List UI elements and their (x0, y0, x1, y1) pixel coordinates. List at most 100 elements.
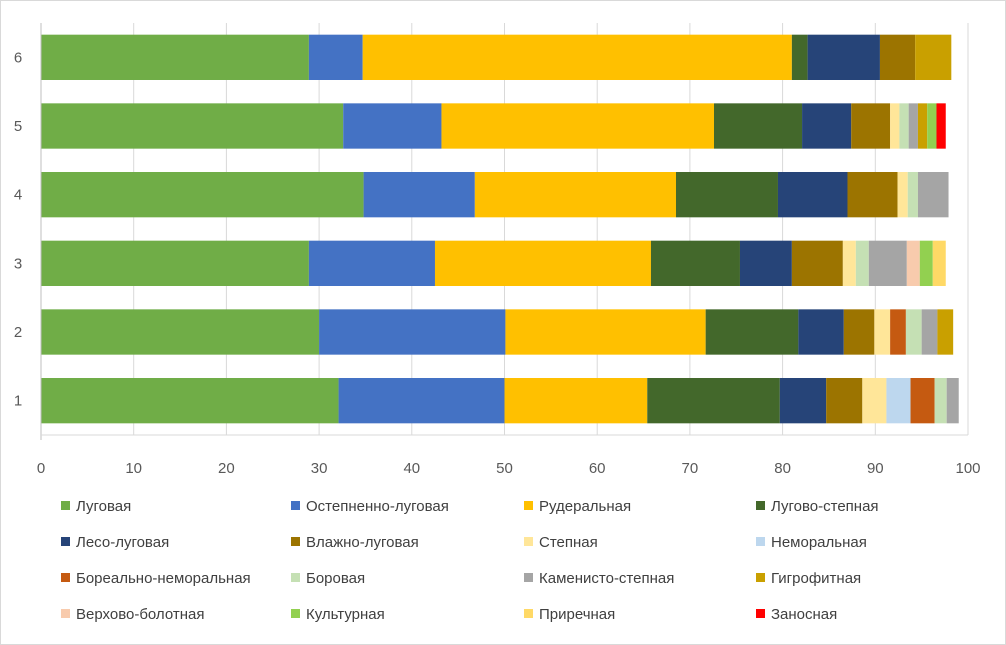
legend-swatch-1 (291, 501, 300, 510)
bar-1-series-10 (946, 378, 959, 424)
bar-6-series-5 (879, 34, 916, 80)
bar-4-series-1 (363, 172, 475, 218)
bar-1-series-6 (862, 378, 887, 424)
bar-1-series-9 (934, 378, 947, 424)
legend-label-9: Боровая (306, 570, 365, 587)
bar-1-series-2 (504, 378, 648, 424)
bar-6-series-1 (308, 34, 363, 80)
gridlines (133, 23, 969, 435)
legend-label-8: Бореально-неморальная (76, 570, 251, 587)
y-tick-label: 5 (14, 118, 22, 135)
bar-4-series-4 (777, 172, 848, 218)
legend-swatch-11 (756, 573, 765, 582)
bar-6-series-2 (362, 34, 792, 80)
bar-4-series-10 (917, 172, 949, 218)
bar-5-series-15 (936, 103, 946, 149)
legend-label-6: Степная (539, 534, 598, 551)
legend-label-2: Рудеральная (539, 498, 631, 515)
legend-swatch-6 (524, 537, 533, 546)
x-tick-label: 10 (125, 460, 142, 477)
bar-2-series-3 (705, 309, 799, 355)
legend-label-13: Культурная (306, 606, 385, 623)
bar-2-series-5 (843, 309, 875, 355)
bar-4-series-0 (41, 172, 364, 218)
bar-2-series-1 (319, 309, 506, 355)
bar-3-series-4 (739, 240, 792, 286)
bar-4-series-5 (847, 172, 898, 218)
y-tick-label: 6 (14, 49, 22, 66)
x-tick-label: 30 (311, 460, 328, 477)
legend-swatch-12 (61, 609, 70, 618)
x-tick-label: 60 (589, 460, 606, 477)
legend-label-12: Верхово-болотная (76, 606, 205, 623)
bar-1-series-4 (779, 378, 827, 424)
x-tick-label: 80 (774, 460, 791, 477)
x-tick-label: 50 (496, 460, 513, 477)
bar-2-series-10 (921, 309, 938, 355)
bar-5-series-1 (343, 103, 442, 149)
bar-5-series-0 (41, 103, 344, 149)
x-tick-label: 20 (218, 460, 235, 477)
legend-label-1: Остепненно-луговая (306, 498, 449, 515)
legend-label-5: Влажно-луговая (306, 534, 419, 551)
bar-4-series-2 (474, 172, 676, 218)
bar-3-series-12 (906, 240, 920, 286)
y-tick-label: 3 (14, 255, 22, 272)
bar-5-series-3 (714, 103, 803, 149)
bar-5-series-13 (927, 103, 937, 149)
legend-label-4: Лесо-луговая (76, 534, 169, 551)
bar-2-series-9 (905, 309, 922, 355)
bar-3-series-0 (41, 240, 309, 286)
bar-4-series-9 (907, 172, 918, 218)
legend-label-14: Приречная (539, 606, 615, 623)
bar-3-series-9 (855, 240, 869, 286)
legend-swatch-2 (524, 501, 533, 510)
legend-label-15: Заносная (771, 606, 837, 623)
legend-label-7: Неморальная (771, 534, 867, 551)
bar-2-series-11 (937, 309, 954, 355)
legend-swatch-13 (291, 609, 300, 618)
y-tick-label: 2 (14, 324, 22, 341)
bar-2-series-6 (874, 309, 891, 355)
x-tick-label: 100 (955, 460, 980, 477)
bar-1-series-7 (886, 378, 911, 424)
bar-4-series-6 (897, 172, 908, 218)
bar-2-series-4 (798, 309, 844, 355)
bar-3-series-2 (434, 240, 651, 286)
bar-2-series-0 (41, 309, 320, 355)
bar-2-series-8 (890, 309, 906, 355)
x-tick-label: 70 (682, 460, 699, 477)
bar-5-series-2 (441, 103, 715, 149)
bar-3-series-5 (791, 240, 843, 286)
bars (41, 34, 959, 424)
bar-1-series-8 (910, 378, 935, 424)
legend-label-3: Лугово-степная (771, 498, 879, 515)
legend-swatch-10 (524, 573, 533, 582)
bar-3-series-14 (932, 240, 946, 286)
bar-5-series-9 (899, 103, 909, 149)
legend-label-11: Гигрофитная (771, 570, 861, 587)
legend: Луговая Остепненно-луговая Рудеральная Луго… (61, 498, 879, 623)
legend-swatch-3 (756, 501, 765, 510)
bar-1-series-3 (647, 378, 780, 424)
legend-swatch-4 (61, 537, 70, 546)
bar-5-series-10 (908, 103, 918, 149)
x-tick-label: 0 (37, 460, 45, 477)
bar-2-series-2 (505, 309, 706, 355)
y-tick-label: 1 (14, 393, 22, 410)
bar-5-series-11 (917, 103, 928, 149)
bar-1-series-0 (41, 378, 339, 424)
bar-3-series-13 (919, 240, 933, 286)
bar-5-series-4 (802, 103, 852, 149)
legend-swatch-8 (61, 573, 70, 582)
bar-5-series-6 (890, 103, 900, 149)
legend-label-0: Луговая (76, 498, 131, 515)
bar-3-series-1 (308, 240, 435, 286)
legend-swatch-14 (524, 609, 533, 618)
legend-label-10: Каменисто-степная (539, 570, 674, 587)
legend-swatch-9 (291, 573, 300, 582)
bar-1-series-5 (826, 378, 863, 424)
